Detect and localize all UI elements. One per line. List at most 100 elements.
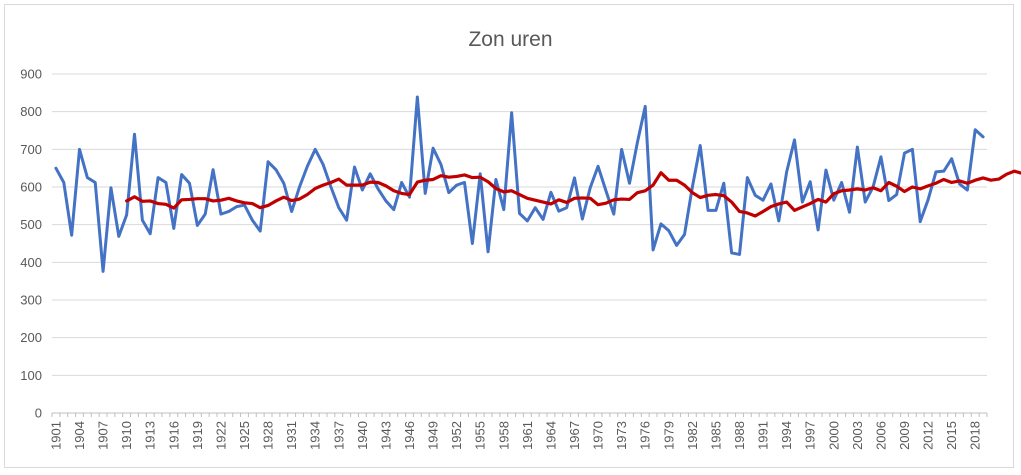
data-point bbox=[463, 173, 466, 177]
data-point bbox=[636, 141, 639, 144]
data-point bbox=[510, 189, 513, 192]
data-point bbox=[793, 138, 796, 142]
data-point bbox=[738, 253, 741, 256]
data-point bbox=[636, 191, 639, 194]
y-tick-label: 800 bbox=[20, 104, 42, 119]
x-tick-label: 1946 bbox=[402, 421, 417, 450]
data-point bbox=[447, 191, 450, 194]
data-point bbox=[557, 198, 560, 202]
data-point bbox=[997, 177, 1000, 181]
data-point bbox=[691, 191, 694, 194]
data-point bbox=[518, 193, 521, 196]
data-point bbox=[926, 184, 930, 188]
x-tick-label: 1937 bbox=[331, 421, 346, 450]
data-point bbox=[1013, 169, 1016, 173]
x-tick-label: 2018 bbox=[968, 421, 983, 450]
data-point bbox=[518, 212, 521, 215]
data-point bbox=[54, 166, 58, 170]
data-point bbox=[353, 165, 356, 169]
y-axis-labels: 0 100 200 300 400 500 600 700 800 900 bbox=[20, 67, 42, 421]
data-point bbox=[612, 198, 615, 202]
data-point bbox=[227, 210, 230, 213]
data-point bbox=[722, 194, 725, 197]
data-point bbox=[204, 212, 207, 216]
data-point bbox=[400, 181, 403, 184]
data-point bbox=[266, 204, 270, 207]
y-tick-label: 700 bbox=[20, 142, 42, 157]
data-point bbox=[70, 234, 73, 237]
data-point bbox=[589, 197, 592, 200]
data-point bbox=[479, 172, 482, 176]
data-point bbox=[86, 176, 89, 179]
data-point bbox=[502, 190, 505, 194]
data-point bbox=[840, 189, 843, 192]
data-point bbox=[793, 209, 796, 212]
data-point bbox=[785, 200, 788, 204]
x-tick-label: 1994 bbox=[779, 421, 794, 450]
data-point bbox=[337, 206, 340, 209]
data-point bbox=[832, 198, 835, 202]
y-tick-label: 0 bbox=[35, 406, 42, 421]
data-point bbox=[950, 181, 953, 184]
data-point bbox=[172, 227, 175, 230]
data-point bbox=[934, 182, 938, 185]
data-point bbox=[659, 171, 663, 174]
data-point bbox=[282, 182, 285, 185]
data-point bbox=[282, 195, 285, 199]
x-tick-label: 1952 bbox=[449, 421, 464, 450]
data-point bbox=[329, 185, 333, 189]
data-point bbox=[887, 181, 890, 184]
data-point bbox=[188, 182, 191, 185]
data-point bbox=[290, 210, 293, 213]
x-tick-label: 1904 bbox=[72, 421, 87, 450]
data-point bbox=[974, 179, 977, 182]
data-point bbox=[966, 188, 969, 192]
data-point bbox=[856, 145, 859, 149]
data-point bbox=[903, 151, 906, 155]
data-point bbox=[761, 210, 765, 213]
data-point bbox=[604, 202, 608, 205]
data-point bbox=[471, 242, 474, 245]
data-point bbox=[699, 196, 702, 199]
x-axis-labels: 1901 1904 1907 1910 1913 1916 1919 1922 1925 1928… bbox=[48, 421, 982, 450]
x-tick-label: 2000 bbox=[826, 421, 841, 450]
data-point bbox=[314, 148, 317, 151]
data-point bbox=[298, 185, 301, 189]
x-tick-label: 1916 bbox=[166, 421, 181, 450]
data-point bbox=[620, 148, 623, 151]
data-point bbox=[455, 183, 458, 187]
data-point bbox=[204, 197, 207, 200]
y-tick-label: 400 bbox=[20, 255, 42, 270]
data-point bbox=[942, 178, 945, 181]
data-point bbox=[895, 185, 898, 188]
x-tick-label: 2006 bbox=[873, 421, 888, 450]
data-point bbox=[644, 189, 647, 192]
data-point bbox=[974, 128, 977, 131]
x-tick-label: 1979 bbox=[661, 421, 676, 450]
data-point bbox=[565, 206, 568, 209]
data-point bbox=[235, 199, 238, 203]
y-tick-label: 200 bbox=[20, 330, 42, 345]
data-point bbox=[754, 194, 757, 197]
data-point bbox=[526, 197, 529, 200]
data-point bbox=[754, 214, 757, 218]
x-tick-label: 1943 bbox=[378, 421, 393, 450]
x-tick-label: 1934 bbox=[308, 421, 323, 450]
data-point bbox=[541, 200, 545, 204]
data-point bbox=[447, 176, 450, 179]
data-point bbox=[133, 133, 136, 136]
data-point bbox=[746, 176, 749, 179]
x-tick-label: 1907 bbox=[96, 421, 111, 450]
data-point bbox=[549, 202, 553, 206]
data-point bbox=[321, 183, 325, 187]
x-tick-label: 1919 bbox=[190, 421, 205, 450]
data-point bbox=[439, 163, 443, 166]
data-point bbox=[164, 203, 168, 206]
data-point bbox=[864, 200, 867, 204]
data-point bbox=[832, 192, 835, 195]
data-point bbox=[211, 199, 215, 203]
y-tick-label: 600 bbox=[20, 180, 42, 195]
x-tick-label: 1961 bbox=[520, 421, 535, 450]
data-point bbox=[196, 224, 199, 227]
